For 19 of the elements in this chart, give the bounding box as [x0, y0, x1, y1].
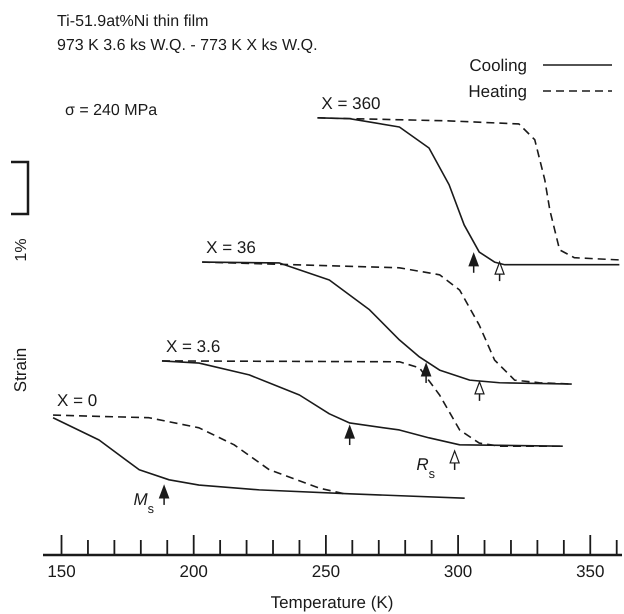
- annotation: X = 360: [321, 94, 381, 113]
- annotation: R$_{s}$: [416, 455, 435, 480]
- annotation: X = 3.6: [166, 336, 220, 356]
- x-axis-title: Temperature (K): [270, 593, 394, 612]
- chart-title: Ti-51.9at%Ni thin film: [57, 13, 208, 30]
- annotation: X = 36: [206, 238, 256, 258]
- annotation: σ = 240 MPa: [65, 102, 158, 119]
- text: 1%: [13, 238, 30, 262]
- annotation: X = 0: [57, 391, 98, 410]
- x-tick-label: 150: [47, 562, 76, 581]
- y-axis-title: Strain: [11, 348, 30, 392]
- x-tick-label: 300: [444, 562, 472, 581]
- x-tick-label: 350: [576, 562, 604, 581]
- legend-label: Cooling: [469, 56, 527, 75]
- x-tick-label: 250: [312, 562, 340, 581]
- annotation: M$_{s}$: [133, 490, 154, 516]
- x-tick-label: 200: [180, 562, 208, 581]
- chart-subtitle: 973 K 3.6 ks W.Q. - 773 K X ks W.Q.: [57, 37, 318, 54]
- legend-label: Heating: [468, 82, 527, 101]
